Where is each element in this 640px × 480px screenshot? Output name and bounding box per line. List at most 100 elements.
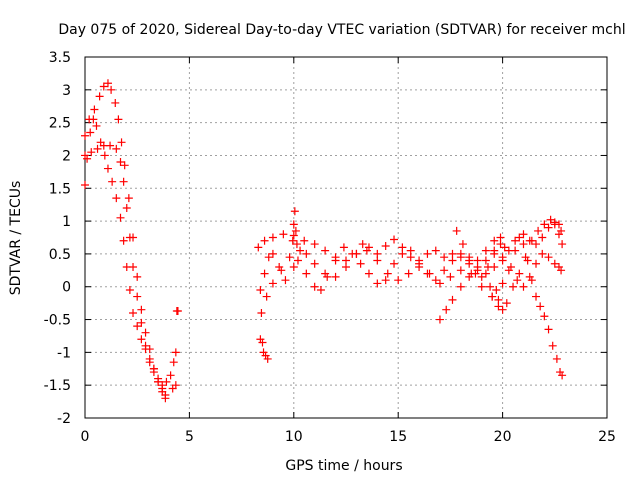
data-point <box>534 226 543 235</box>
y-tick-label: 3 <box>62 83 71 99</box>
data-point <box>149 368 158 377</box>
series-arc-b <box>81 115 170 400</box>
series-arc-d <box>254 230 505 268</box>
data-point <box>381 276 390 285</box>
data-point <box>496 233 505 242</box>
x-tick-label: 15 <box>389 429 407 445</box>
data-point <box>498 305 507 314</box>
data-point <box>95 92 104 101</box>
data-point <box>342 263 350 272</box>
data-point <box>373 279 382 288</box>
data-point <box>511 236 520 245</box>
y-tick-label: -1.5 <box>44 378 71 394</box>
data-point <box>558 371 567 380</box>
data-point <box>465 256 474 265</box>
data-point <box>90 105 99 114</box>
data-point <box>558 240 567 249</box>
data-point <box>125 286 134 295</box>
data-point <box>486 282 495 291</box>
data-point <box>381 242 390 251</box>
data-point <box>288 236 297 245</box>
data-point <box>471 269 480 278</box>
series-isolated-a <box>168 307 182 393</box>
y-tick-label: 3.5 <box>49 50 71 66</box>
y-tick-label: 1.5 <box>49 181 71 197</box>
data-point <box>348 249 357 258</box>
data-point <box>264 253 273 262</box>
tick-layer: 0 5 10 15 20 25 -2 -1.5 -1 -0.5 0 0.5 1 1.5 2 2.5 3 3.5 <box>44 50 616 445</box>
y-tick-label: 0.5 <box>49 247 71 263</box>
data-point <box>502 299 511 308</box>
x-tick-label: 0 <box>81 429 90 445</box>
data-point <box>81 131 89 140</box>
data-point <box>515 269 524 278</box>
data-point <box>281 276 290 285</box>
data-point <box>87 148 96 157</box>
grid-layer <box>85 57 607 418</box>
data-point <box>162 377 171 386</box>
data-point <box>116 213 125 222</box>
data-point <box>166 371 175 380</box>
data-point <box>373 256 382 265</box>
y-tick-label: 2.5 <box>49 116 71 132</box>
data-point <box>509 282 518 291</box>
data-point <box>456 266 465 275</box>
data-point <box>168 384 177 393</box>
data-point <box>302 269 311 278</box>
data-point <box>296 246 305 255</box>
x-tick-label: 5 <box>185 429 194 445</box>
data-point <box>289 220 298 229</box>
data-point <box>364 269 373 278</box>
data-point <box>339 243 348 252</box>
data-point <box>554 230 563 239</box>
data-point <box>107 85 116 94</box>
data-point <box>158 381 167 390</box>
data-point <box>448 295 457 304</box>
data-point <box>544 325 553 334</box>
data-point <box>108 177 117 186</box>
data-point <box>161 391 170 400</box>
data-point <box>112 194 121 203</box>
data-point <box>289 263 298 272</box>
data-point <box>456 249 465 258</box>
data-point <box>81 151 89 160</box>
data-point <box>532 240 541 249</box>
y-tick-label: 1 <box>62 214 71 230</box>
data-point <box>498 279 507 288</box>
data-point <box>268 249 277 258</box>
data-point <box>550 259 559 268</box>
data-point <box>291 226 300 235</box>
data-point <box>532 292 541 301</box>
data-point <box>112 144 121 153</box>
data-point <box>103 164 112 173</box>
data-point <box>481 269 490 278</box>
data-point <box>442 305 451 314</box>
data-point <box>300 236 309 245</box>
data-point <box>519 282 528 291</box>
data-point <box>310 240 319 249</box>
data-point <box>106 141 115 150</box>
data-point <box>277 266 286 275</box>
y-tick-label: 0 <box>62 280 71 296</box>
data-point <box>544 223 553 232</box>
x-axis-label: GPS time / hours <box>285 458 402 474</box>
data-point <box>540 312 549 321</box>
data-point <box>285 253 294 262</box>
data-point <box>456 282 465 291</box>
data-point <box>263 354 272 363</box>
data-point <box>465 272 474 281</box>
data-point <box>504 266 513 275</box>
data-point <box>137 318 146 327</box>
data-point <box>515 233 524 242</box>
data-point <box>260 236 269 245</box>
data-point <box>93 144 102 153</box>
data-point <box>116 158 125 167</box>
data-point <box>292 240 301 249</box>
data-point <box>129 308 138 317</box>
data-point <box>137 305 146 314</box>
data-point <box>268 279 277 288</box>
data-point <box>458 240 467 249</box>
data-point <box>538 233 547 242</box>
data-point <box>103 79 112 88</box>
data-point <box>310 282 319 291</box>
